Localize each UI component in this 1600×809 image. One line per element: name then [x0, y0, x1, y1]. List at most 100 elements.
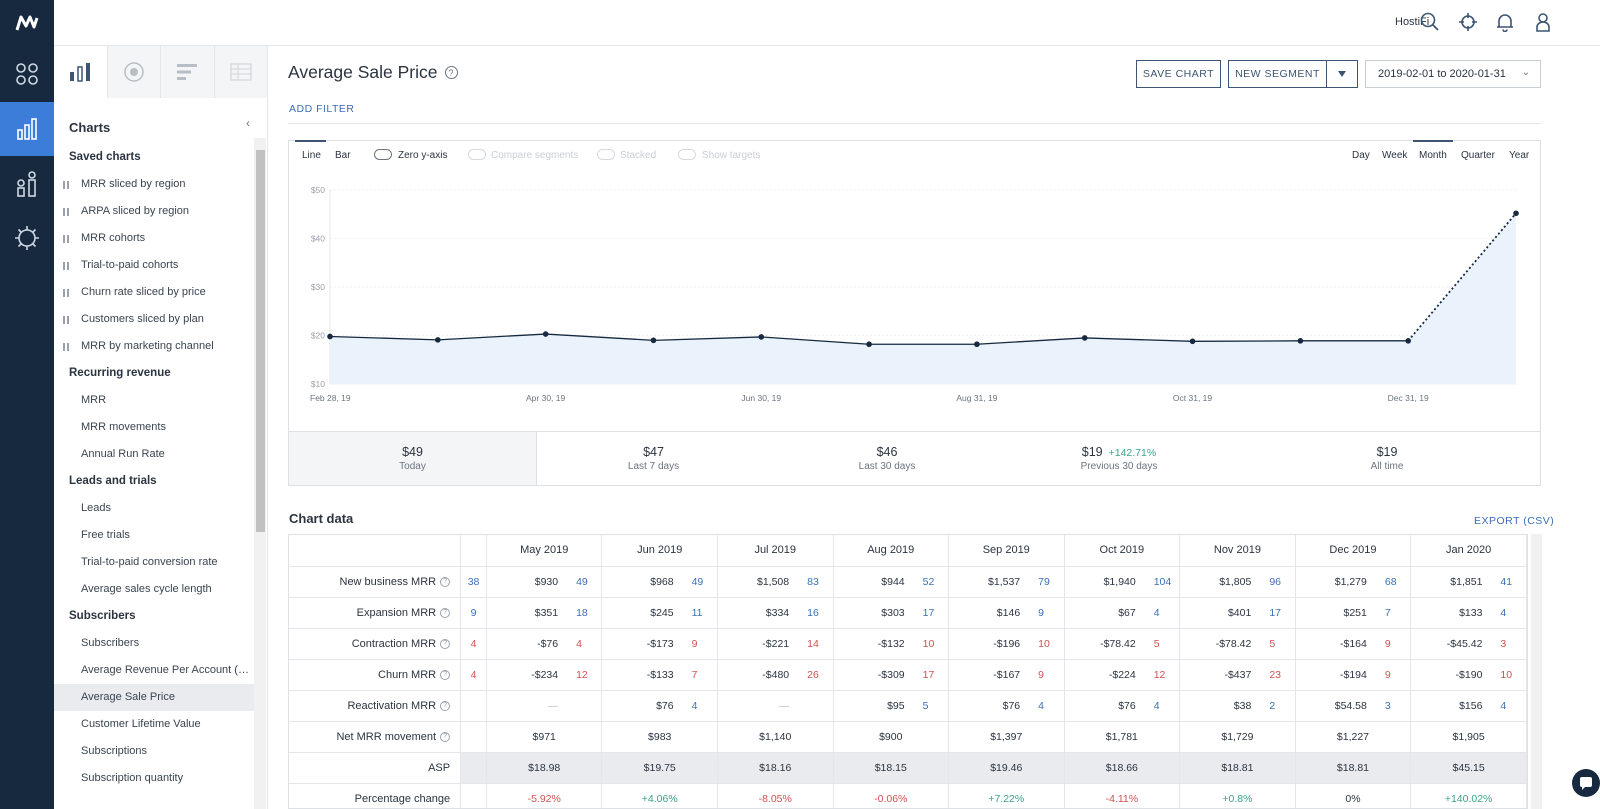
cell-count[interactable]: 4 — [681, 690, 718, 722]
cell-count[interactable]: 79 — [1028, 566, 1065, 598]
period-tab[interactable]: Day — [1352, 150, 1370, 161]
cell-count[interactable]: 7 — [1374, 597, 1412, 629]
cell-count[interactable]: 26 — [797, 659, 834, 691]
cell-count[interactable]: 12 — [1143, 659, 1181, 691]
sidebar-item[interactable]: Average Revenue Per Account (ARPA) — [54, 657, 254, 684]
sidebar-item[interactable]: MRR sliced by region — [54, 171, 254, 198]
cell-count[interactable]: 4 — [1490, 690, 1527, 722]
sidebar-item[interactable]: Average Sale Price — [54, 684, 254, 711]
zero-y-axis-switch[interactable] — [374, 149, 392, 160]
lead-count[interactable]: 38 — [460, 566, 487, 598]
chat-widget-button[interactable] — [1572, 769, 1600, 797]
cell-count[interactable]: 96 — [1259, 566, 1296, 598]
logo[interactable] — [0, 0, 54, 46]
save-chart-button[interactable]: SAVE CHART — [1136, 60, 1221, 88]
cell-count[interactable]: 23 — [1259, 659, 1296, 691]
data-point[interactable] — [866, 341, 872, 348]
bar-toggle[interactable]: Bar — [335, 150, 351, 161]
lead-count[interactable]: 9 — [460, 597, 487, 629]
tab-table[interactable] — [214, 46, 267, 98]
data-point[interactable] — [327, 333, 333, 340]
data-point[interactable] — [1513, 210, 1519, 217]
sidebar-item[interactable]: MRR cohorts — [54, 225, 254, 252]
help-icon[interactable]: ? — [440, 607, 451, 618]
bell-icon[interactable] — [1495, 12, 1515, 32]
data-point[interactable] — [650, 337, 657, 344]
lead-count[interactable] — [460, 690, 487, 722]
cell-count[interactable]: 9 — [1374, 659, 1412, 691]
cell-count[interactable]: 9 — [1028, 659, 1065, 691]
cell-count[interactable]: 49 — [566, 566, 603, 598]
sidebar-item[interactable]: Customers sliced by plan — [54, 306, 254, 333]
cell-count[interactable]: 4 — [1143, 690, 1181, 722]
stacked-switch[interactable] — [597, 149, 615, 160]
collapse-sidebar-icon[interactable]: ‹ — [246, 116, 250, 130]
data-point[interactable] — [758, 334, 765, 340]
rail-dashboards[interactable] — [0, 47, 54, 101]
add-filter-link[interactable]: ADD FILTER — [289, 103, 355, 115]
cell-count[interactable]: 4 — [1028, 690, 1065, 722]
help-icon[interactable]: ? — [440, 576, 451, 587]
cell-count[interactable]: 17 — [1259, 597, 1296, 629]
line-toggle[interactable]: Line — [302, 150, 321, 161]
cell-count[interactable]: 104 — [1143, 566, 1181, 598]
cell-count[interactable]: 10 — [912, 628, 949, 660]
data-point[interactable] — [1081, 335, 1088, 341]
rail-settings[interactable] — [0, 211, 54, 265]
account-name[interactable]: HostiFi — [1395, 16, 1430, 28]
sidebar-scroll-thumb[interactable] — [256, 150, 265, 532]
data-point[interactable] — [1405, 338, 1411, 344]
sidebar-item[interactable]: Annual Run Rate — [54, 441, 254, 468]
tab-segments[interactable] — [107, 46, 161, 98]
sidebar-item[interactable]: Subscribers — [54, 630, 254, 657]
help-icon[interactable]: ? — [440, 638, 451, 649]
cell-count[interactable]: 11 — [681, 597, 718, 629]
date-range-picker[interactable]: 2019-02-01 to 2020-01-31 ⌄ — [1365, 60, 1541, 88]
cell-count[interactable]: 68 — [1374, 566, 1412, 598]
period-tab[interactable]: Quarter — [1461, 150, 1495, 161]
sidebar-item[interactable]: Subscription quantity — [54, 765, 254, 792]
data-point[interactable] — [542, 331, 549, 337]
show-targets-switch[interactable] — [678, 149, 696, 160]
cell-count[interactable]: 10 — [1490, 659, 1527, 691]
rail-charts[interactable] — [0, 102, 54, 156]
cell-count[interactable]: 2 — [1259, 690, 1296, 722]
help-icon[interactable]: ? — [440, 700, 451, 711]
cell-count[interactable]: 17 — [912, 597, 949, 629]
cell-count[interactable]: 3 — [1490, 628, 1527, 660]
sidebar-item[interactable]: ARPA sliced by region — [54, 198, 254, 225]
cell-count[interactable]: 5 — [1259, 628, 1296, 660]
cell-count[interactable]: 9 — [681, 628, 718, 660]
cell-count[interactable] — [797, 690, 834, 722]
data-point[interactable] — [435, 337, 441, 343]
help-icon[interactable]: ? — [440, 669, 451, 680]
period-tab[interactable]: Month — [1419, 150, 1447, 161]
data-point[interactable] — [974, 341, 980, 348]
help-icon[interactable]: ? — [444, 66, 458, 79]
period-tab[interactable]: Week — [1382, 150, 1408, 161]
cell-count[interactable] — [566, 690, 603, 722]
cell-count[interactable]: 5 — [1143, 628, 1181, 660]
data-point[interactable] — [1297, 338, 1304, 344]
sidebar-item[interactable]: Free trials — [54, 522, 254, 549]
sidebar-item[interactable]: Trial-to-paid cohorts — [54, 252, 254, 279]
cell-count[interactable]: 4 — [566, 628, 603, 660]
period-tab[interactable]: Year — [1509, 150, 1530, 161]
cell-count[interactable]: 12 — [566, 659, 603, 691]
sidebar-item[interactable]: Churn rate sliced by price — [54, 279, 254, 306]
cell-count[interactable]: 41 — [1490, 566, 1527, 598]
sidebar-item[interactable]: Trial-to-paid conversion rate — [54, 549, 254, 576]
cell-count[interactable]: 49 — [681, 566, 718, 598]
cell-count[interactable]: 4 — [1143, 597, 1181, 629]
help-icon[interactable]: ? — [440, 731, 451, 742]
sidebar-item[interactable]: Average sales cycle length — [54, 576, 254, 603]
sidebar-item[interactable]: Customer Lifetime Value — [54, 711, 254, 738]
new-segment-button[interactable]: NEW SEGMENT — [1228, 60, 1326, 88]
cell-count[interactable]: 9 — [1028, 597, 1065, 629]
rail-customers[interactable] — [0, 157, 54, 211]
sidebar-item[interactable]: MRR by marketing channel — [54, 333, 254, 360]
sidebar-item[interactable]: MRR — [54, 387, 254, 414]
data-point[interactable] — [1189, 338, 1196, 345]
sidebar-item[interactable]: Leads — [54, 495, 254, 522]
tab-charts[interactable] — [54, 46, 108, 98]
